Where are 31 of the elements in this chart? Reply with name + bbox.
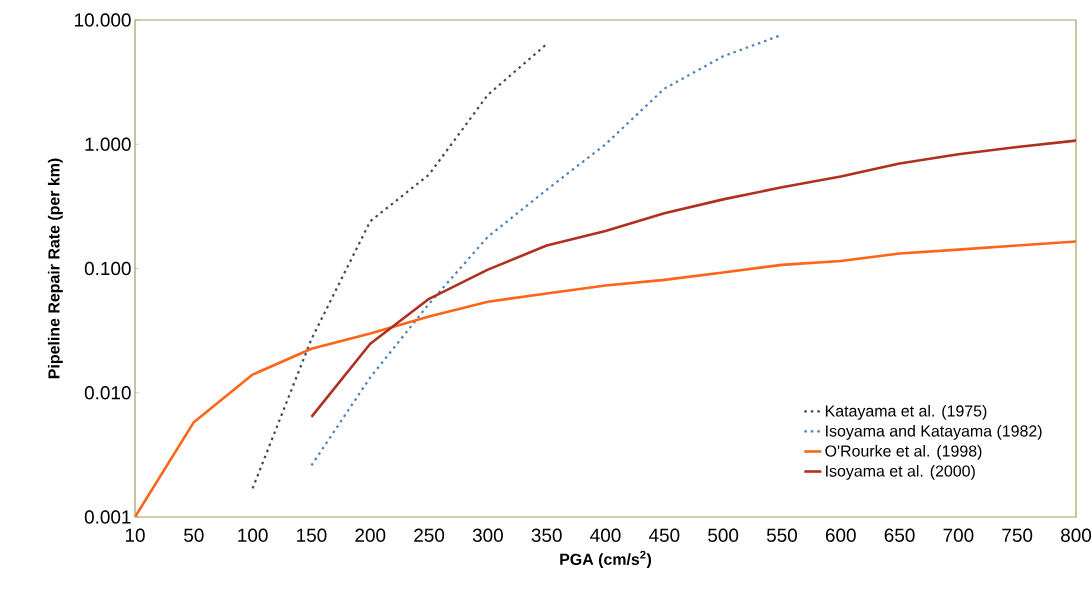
x-tick-label: 550: [766, 528, 797, 542]
x-tick-label: 400: [590, 528, 621, 542]
x-tick-label: 500: [708, 528, 739, 542]
x-tick-label: 200: [355, 528, 386, 542]
x-tick-label: 750: [1002, 528, 1033, 542]
x-tick-label: 450: [648, 528, 680, 542]
x-tick-label: 350: [531, 528, 562, 542]
legend-label: Katayama et al. (1975): [825, 404, 987, 420]
line-series: [135, 240, 1077, 517]
x-tick-label: 300: [472, 528, 503, 542]
y-tick-label: 10.000: [75, 13, 131, 27]
x-tick-label: 10: [125, 528, 145, 542]
x-tick-label: 600: [825, 528, 856, 542]
legend-label: Isoyama et al. (2000): [826, 464, 975, 480]
x-axis-title: PGA (cm/s$^{2}$): [560, 550, 652, 569]
x-tick-label: 250: [414, 528, 445, 542]
x-tick-label: 50: [184, 528, 204, 542]
x-tick-label: 800: [1061, 528, 1092, 542]
line-series: [251, 42, 548, 490]
legend-label: Isoyama and Katayama (1982): [826, 424, 1042, 440]
x-tick-label: 700: [943, 528, 974, 542]
x-tick-label: 100: [238, 528, 268, 542]
y-tick-label: 0.001: [84, 510, 131, 524]
x-tick-label: 650: [884, 528, 915, 542]
y-tick-label: 1.000: [85, 137, 131, 151]
legend-label: O'Rourke et al. (1998): [825, 444, 982, 460]
x-tick-label: 150: [297, 528, 327, 542]
y-axis-title: Pipeline Repair Rate (per km): [47, 158, 63, 379]
line-series: [310, 139, 1077, 419]
y-tick-label: 0.100: [84, 261, 131, 276]
y-tick-label: 0.010: [84, 386, 131, 400]
